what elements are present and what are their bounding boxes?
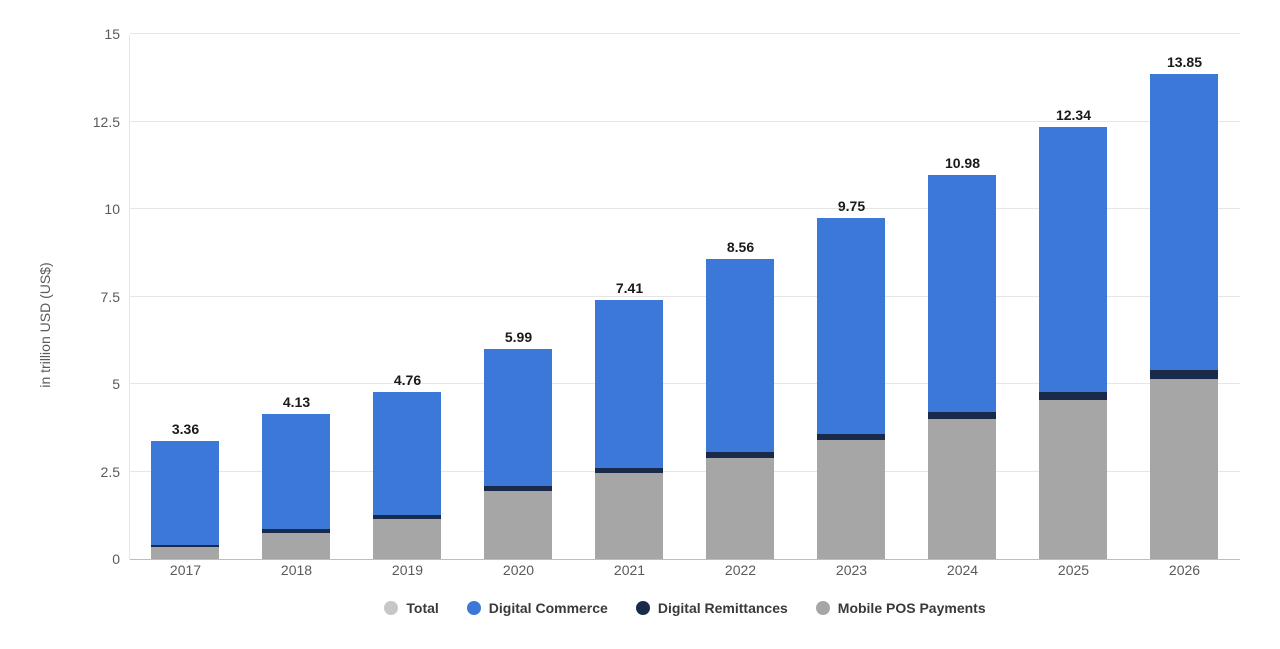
bar-segment (1039, 400, 1107, 559)
legend-label: Mobile POS Payments (838, 600, 986, 616)
x-tick-label: 2026 (1135, 562, 1235, 578)
legend-swatch (384, 601, 398, 615)
bar-total-label: 5.99 (505, 329, 532, 345)
legend-swatch (467, 601, 481, 615)
bar-segment (1039, 127, 1107, 392)
bar-group: 5.99 (469, 329, 569, 559)
bar-total-label: 3.36 (172, 421, 199, 437)
x-tick-label: 2018 (247, 562, 347, 578)
bar-group: 12.34 (1024, 107, 1124, 559)
legend-swatch (636, 601, 650, 615)
bar-segment (262, 414, 330, 529)
bar-stack (151, 441, 219, 559)
x-tick-label: 2019 (358, 562, 458, 578)
y-axis-title: in trillion USD (US$) (37, 262, 53, 387)
y-tick-label: 0 (112, 551, 120, 567)
bar-segment (484, 491, 552, 559)
y-tick-label: 10 (104, 201, 120, 217)
y-tick-label: 5 (112, 376, 120, 392)
bar-segment (151, 441, 219, 545)
legend-swatch (816, 601, 830, 615)
x-tick-label: 2024 (913, 562, 1013, 578)
bar-group: 13.85 (1135, 54, 1235, 559)
bar-segment (595, 473, 663, 559)
bar-stack (706, 259, 774, 559)
plot-area: 02.557.51012.5153.364.134.765.997.418.56… (130, 35, 1240, 560)
x-tick-label: 2020 (469, 562, 569, 578)
bar-total-label: 4.13 (283, 394, 310, 410)
bar-group: 4.13 (247, 394, 347, 559)
bar-segment (1039, 392, 1107, 400)
gridline (130, 33, 1240, 34)
bar-total-label: 9.75 (838, 198, 865, 214)
x-tick-label: 2017 (136, 562, 236, 578)
bars-container: 3.36 4.13 4.76 5.99 7.41 8.56 9.75 10.98 12.34 13… (130, 35, 1240, 559)
bar-segment (928, 419, 996, 559)
y-tick-label: 2.5 (101, 464, 120, 480)
bar-stack (928, 175, 996, 559)
bar-segment (706, 259, 774, 451)
bar-total-label: 12.34 (1056, 107, 1091, 123)
bar-total-label: 8.56 (727, 239, 754, 255)
bar-segment (373, 392, 441, 514)
bar-group: 8.56 (691, 239, 791, 559)
bar-stack (1039, 127, 1107, 559)
bar-group: 4.76 (358, 372, 458, 559)
bar-segment (706, 458, 774, 560)
bar-stack (262, 414, 330, 559)
y-tick-label: 7.5 (101, 289, 120, 305)
chart-container: in trillion USD (US$) 0 2.5 5 7.5 10 12.5 15 3.… (0, 0, 1280, 649)
bar-group: 9.75 (802, 198, 902, 559)
x-tick-label: 2022 (691, 562, 791, 578)
x-tick-label: 2025 (1024, 562, 1124, 578)
bar-segment (151, 547, 219, 559)
bar-stack (1150, 74, 1218, 559)
bar-stack (595, 300, 663, 559)
bar-stack (373, 392, 441, 559)
legend-item: Digital Commerce (467, 600, 608, 616)
legend-item: Digital Remittances (636, 600, 788, 616)
bar-segment (1150, 74, 1218, 370)
bar-segment (1150, 379, 1218, 559)
x-axis: 2017 2018 2019 2020 2021 2022 2023 2024 2025 2026 (130, 562, 1240, 578)
x-tick-label: 2021 (580, 562, 680, 578)
bar-segment (817, 218, 885, 434)
x-tick-label: 2023 (802, 562, 902, 578)
bar-total-label: 13.85 (1167, 54, 1202, 70)
legend-label: Total (406, 600, 438, 616)
legend-item: Total (384, 600, 438, 616)
legend: Total Digital Commerce Digital Remittances… (130, 600, 1240, 616)
y-tick-label: 15 (104, 26, 120, 42)
legend-label: Digital Commerce (489, 600, 608, 616)
bar-segment (595, 300, 663, 468)
bar-segment (484, 349, 552, 486)
bar-total-label: 10.98 (945, 155, 980, 171)
bar-segment (817, 440, 885, 559)
bar-group: 10.98 (913, 155, 1013, 559)
bar-segment (373, 519, 441, 559)
bar-group: 3.36 (136, 421, 236, 559)
bar-segment (1150, 370, 1218, 379)
bar-group: 7.41 (580, 280, 680, 559)
legend-label: Digital Remittances (658, 600, 788, 616)
bar-stack (484, 349, 552, 559)
y-tick-label: 12.5 (93, 114, 120, 130)
bar-segment (262, 533, 330, 559)
legend-item: Mobile POS Payments (816, 600, 986, 616)
bar-segment (928, 412, 996, 419)
bar-total-label: 7.41 (616, 280, 643, 296)
bar-total-label: 4.76 (394, 372, 421, 388)
bar-stack (817, 218, 885, 559)
bar-segment (928, 175, 996, 412)
